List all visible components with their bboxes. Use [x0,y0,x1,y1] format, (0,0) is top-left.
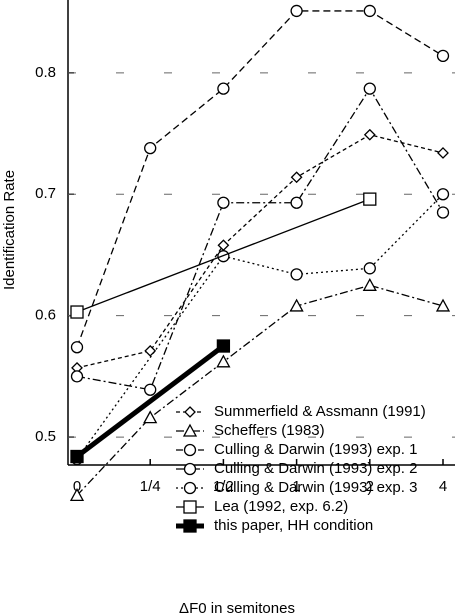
x-axis-label: ΔF0 in semitones [179,600,295,616]
marker [435,298,451,312]
marker [436,188,450,201]
series-line [76,284,444,496]
marker [184,406,196,418]
marker [216,339,231,353]
marker [290,171,303,184]
series-line [76,134,444,369]
marker [144,344,157,357]
series-line [75,344,225,459]
marker [363,262,376,275]
marker [70,341,84,354]
y-tick-label: 0.6 [35,307,56,324]
series-line [76,198,371,313]
x-tick-label: 1/4 [140,478,161,495]
marker [69,487,85,502]
legend-label: Culling & Darwin (1993) exp. 2 [214,460,417,477]
x-tick-label: 4 [439,478,447,495]
series-line [76,87,444,391]
marker [217,196,230,209]
marker [143,410,158,424]
legend-label: Culling & Darwin (1993) exp. 3 [214,479,417,496]
marker [290,196,303,209]
legend-label: Summerfield & Assmann (1991) [214,403,426,420]
marker [436,49,450,62]
y-axis-label: Identification Rate [1,170,18,290]
y-tick-label: 0.5 [35,428,56,445]
marker [363,128,376,141]
marker [183,462,197,476]
legend-label: Culling & Darwin (1993) exp. 1 [214,441,417,458]
marker [436,206,450,219]
marker [70,449,84,464]
marker [216,354,231,368]
x-tick-label: 2 [366,478,374,495]
marker [70,370,84,383]
legend-label: this paper, HH condition [214,517,373,534]
marker [217,239,230,252]
marker [183,481,197,495]
marker [290,268,303,281]
legend-label: Lea (1992, exp. 6.2) [214,498,348,515]
x-tick-label: 1/2 [213,478,234,495]
marker [182,423,198,437]
marker [183,519,197,533]
marker [290,4,303,18]
marker [363,192,377,206]
marker [437,147,449,159]
y-tick-label: 0.8 [35,64,56,81]
x-tick-label: 1 [292,478,300,495]
marker [289,298,304,312]
x-tick-label: 0 [73,478,81,495]
legend-label: Scheffers (1983) [214,422,325,439]
marker [70,305,84,319]
marker [144,141,157,155]
marker [183,443,197,457]
marker [144,383,157,396]
marker [363,82,376,95]
marker [363,4,376,18]
marker [217,82,230,95]
marker [362,277,377,291]
marker [183,500,197,514]
series-line [76,10,444,348]
y-tick-label: 0.7 [35,185,56,202]
